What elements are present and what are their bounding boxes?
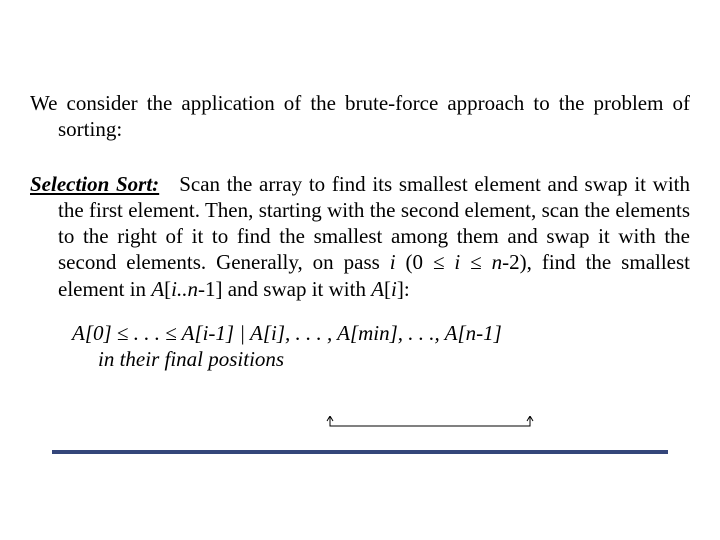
footer-divider <box>52 450 668 454</box>
body-A1: A <box>151 277 164 301</box>
body-A2: A <box>371 277 384 301</box>
array-display-line: A[0] ≤ . . . ≤ A[i-1] | A[i], . . . , A[… <box>72 320 690 346</box>
swap-bracket-icon <box>326 416 534 430</box>
body-part6: -1] and swap it with <box>198 277 371 301</box>
body-i3: i..n <box>171 277 198 301</box>
body-part3: ≤ <box>460 250 491 274</box>
slide-body: We consider the application of the brute… <box>0 0 720 540</box>
body-n1: n <box>492 250 503 274</box>
body-part7: [ <box>384 277 391 301</box>
body-part8: ]: <box>397 277 410 301</box>
body-part2: (0 ≤ <box>396 250 455 274</box>
selection-sort-heading: Selection Sort: <box>30 172 159 196</box>
intro-paragraph: We consider the application of the brute… <box>30 90 690 143</box>
final-positions-label: in their final positions <box>98 346 690 372</box>
selection-sort-paragraph: Selection Sort: Scan the array to find i… <box>30 171 690 302</box>
